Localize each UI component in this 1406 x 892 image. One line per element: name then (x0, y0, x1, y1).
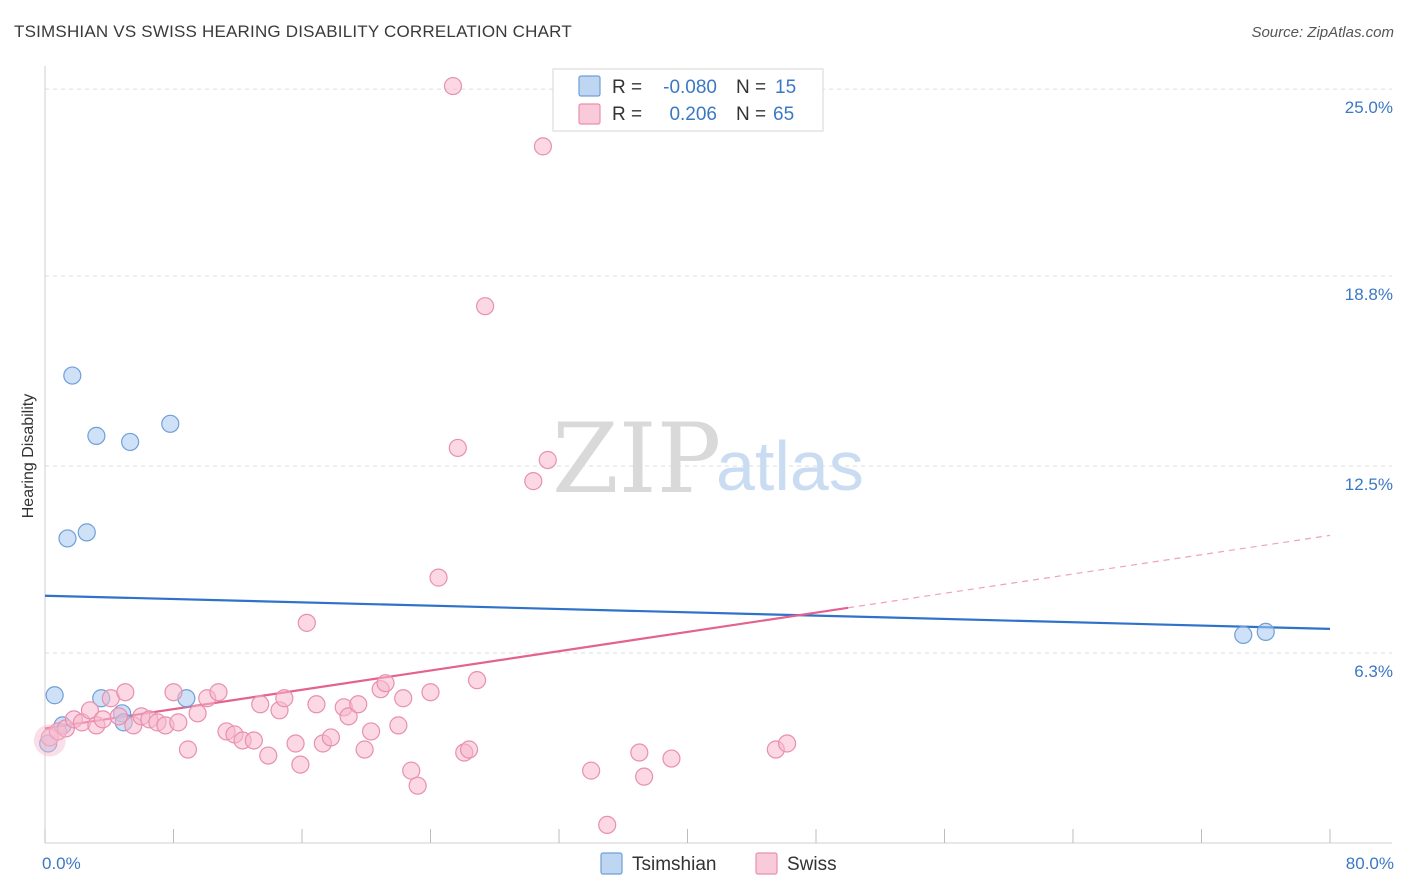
swiss-point-26 (251, 695, 270, 714)
swiss-point-25 (244, 731, 263, 750)
grid-lines (45, 88, 1392, 654)
tsimshian-point-14 (1256, 622, 1275, 642)
swiss-point-57 (538, 450, 557, 470)
series-legend-swatch-tsimshian (600, 852, 623, 875)
swiss-point-64 (777, 734, 797, 753)
swiss-point-37 (339, 707, 358, 726)
trend-lines (44, 534, 1331, 730)
swiss-point-61 (635, 767, 654, 786)
swiss-point-62 (662, 749, 681, 768)
series-legend-swatch-swiss (755, 852, 778, 875)
swiss-point-43 (389, 716, 408, 735)
y-tick-label-0: 6.3% (1354, 662, 1393, 681)
legend-r-value-tsimshian: -0.080 (663, 77, 717, 98)
swiss-point-17 (169, 713, 188, 732)
swiss-point-49 (443, 76, 463, 96)
swiss-point-33 (307, 695, 326, 714)
series-legend: Tsimshian Swiss (600, 852, 837, 875)
y-axis-label: Hearing Disability (20, 394, 37, 519)
legend-n-value-swiss: 65 (773, 104, 794, 125)
swiss-point-40 (361, 722, 381, 741)
swiss-point-53 (467, 671, 487, 690)
swiss-point-9 (109, 707, 128, 726)
swiss-point-44 (394, 689, 413, 708)
swiss-point-10 (116, 683, 135, 702)
swiss-point-60 (630, 743, 649, 762)
x-tick-labels: 0.0% 80.0% (42, 854, 1394, 873)
swiss-point-29 (275, 689, 294, 708)
tsimshian-point-6 (87, 426, 106, 445)
swiss-point-30 (286, 734, 305, 753)
swiss-point-58 (582, 761, 601, 780)
series-swiss (40, 76, 797, 835)
swiss-point-16 (164, 683, 183, 702)
legend-n-label-tsimshian: N = (736, 77, 766, 98)
swiss-trend-extension (848, 534, 1331, 609)
watermark-zip: ZIP (552, 403, 721, 515)
y-tick-labels: 6.3% 12.5% 18.8% 25.0% (1345, 98, 1393, 681)
swiss-point-38 (349, 695, 368, 714)
series-legend-label-tsimshian: Tsimshian (632, 854, 716, 875)
swiss-point-54 (476, 297, 495, 316)
data-points (33, 76, 1275, 835)
legend-n-label-swiss: N = (736, 104, 766, 125)
legend-swatch-tsimshian (578, 75, 601, 97)
swiss-point-7 (93, 710, 112, 729)
swiss-point-21 (209, 683, 228, 702)
swiss-point-55 (524, 472, 543, 491)
swiss-trend-line (44, 606, 849, 730)
legend-r-value-swiss: 0.206 (669, 104, 717, 125)
swiss-cluster-point (33, 724, 66, 757)
legend-n-value-tsimshian: 15 (775, 77, 796, 98)
swiss-point-19 (188, 704, 207, 723)
series-legend-label-swiss: Swiss (787, 854, 837, 875)
tsimshian-point-10 (121, 432, 140, 452)
swiss-point-52 (459, 740, 479, 759)
tsimshian-point-4 (63, 366, 82, 385)
tsimshian-point-11 (161, 414, 180, 433)
x-tick-label-0: 0.0% (42, 854, 81, 873)
swiss-point-18 (178, 740, 198, 759)
swiss-point-39 (355, 740, 374, 759)
legend-r-label-swiss: R = (612, 104, 642, 125)
swiss-point-35 (321, 728, 341, 747)
tsimshian-point-5 (77, 523, 96, 542)
source-label: Source: ZipAtlas.com (1251, 24, 1394, 41)
y-tick-label-2: 18.8% (1345, 285, 1393, 304)
swiss-point-32 (297, 613, 316, 632)
swiss-point-5 (80, 701, 100, 720)
swiss-point-46 (408, 776, 427, 795)
tsimshian-point-13 (1234, 625, 1253, 645)
y-tick-label-3: 25.0% (1345, 98, 1393, 117)
y-tick-label-1: 12.5% (1345, 475, 1393, 494)
legend-r-label-tsimshian: R = (612, 77, 642, 98)
x-tick-label-1: 80.0% (1346, 854, 1394, 873)
swiss-point-31 (291, 755, 310, 774)
axes (44, 66, 1392, 844)
swiss-point-45 (402, 761, 421, 780)
chart-title: TSIMSHIAN VS SWISS HEARING DISABILITY CO… (14, 22, 572, 41)
swiss-point-48 (429, 568, 448, 587)
swiss-point-27 (259, 746, 278, 765)
watermark-atlas: atlas (716, 427, 864, 505)
correlation-legend: R = -0.080 N = 15 R = 0.206 N = 65 (552, 68, 824, 132)
swiss-point-42 (376, 674, 395, 693)
tsimshian-trend-line (44, 594, 1331, 630)
legend-swatch-swiss (578, 103, 601, 125)
tsimshian-point-3 (58, 529, 77, 548)
watermark: ZIP atlas (552, 403, 864, 515)
swiss-point-59 (598, 815, 617, 835)
swiss-point-50 (448, 438, 467, 458)
swiss-point-47 (421, 683, 440, 702)
tsimshian-point-1 (45, 686, 64, 705)
swiss-point-56 (533, 137, 553, 156)
